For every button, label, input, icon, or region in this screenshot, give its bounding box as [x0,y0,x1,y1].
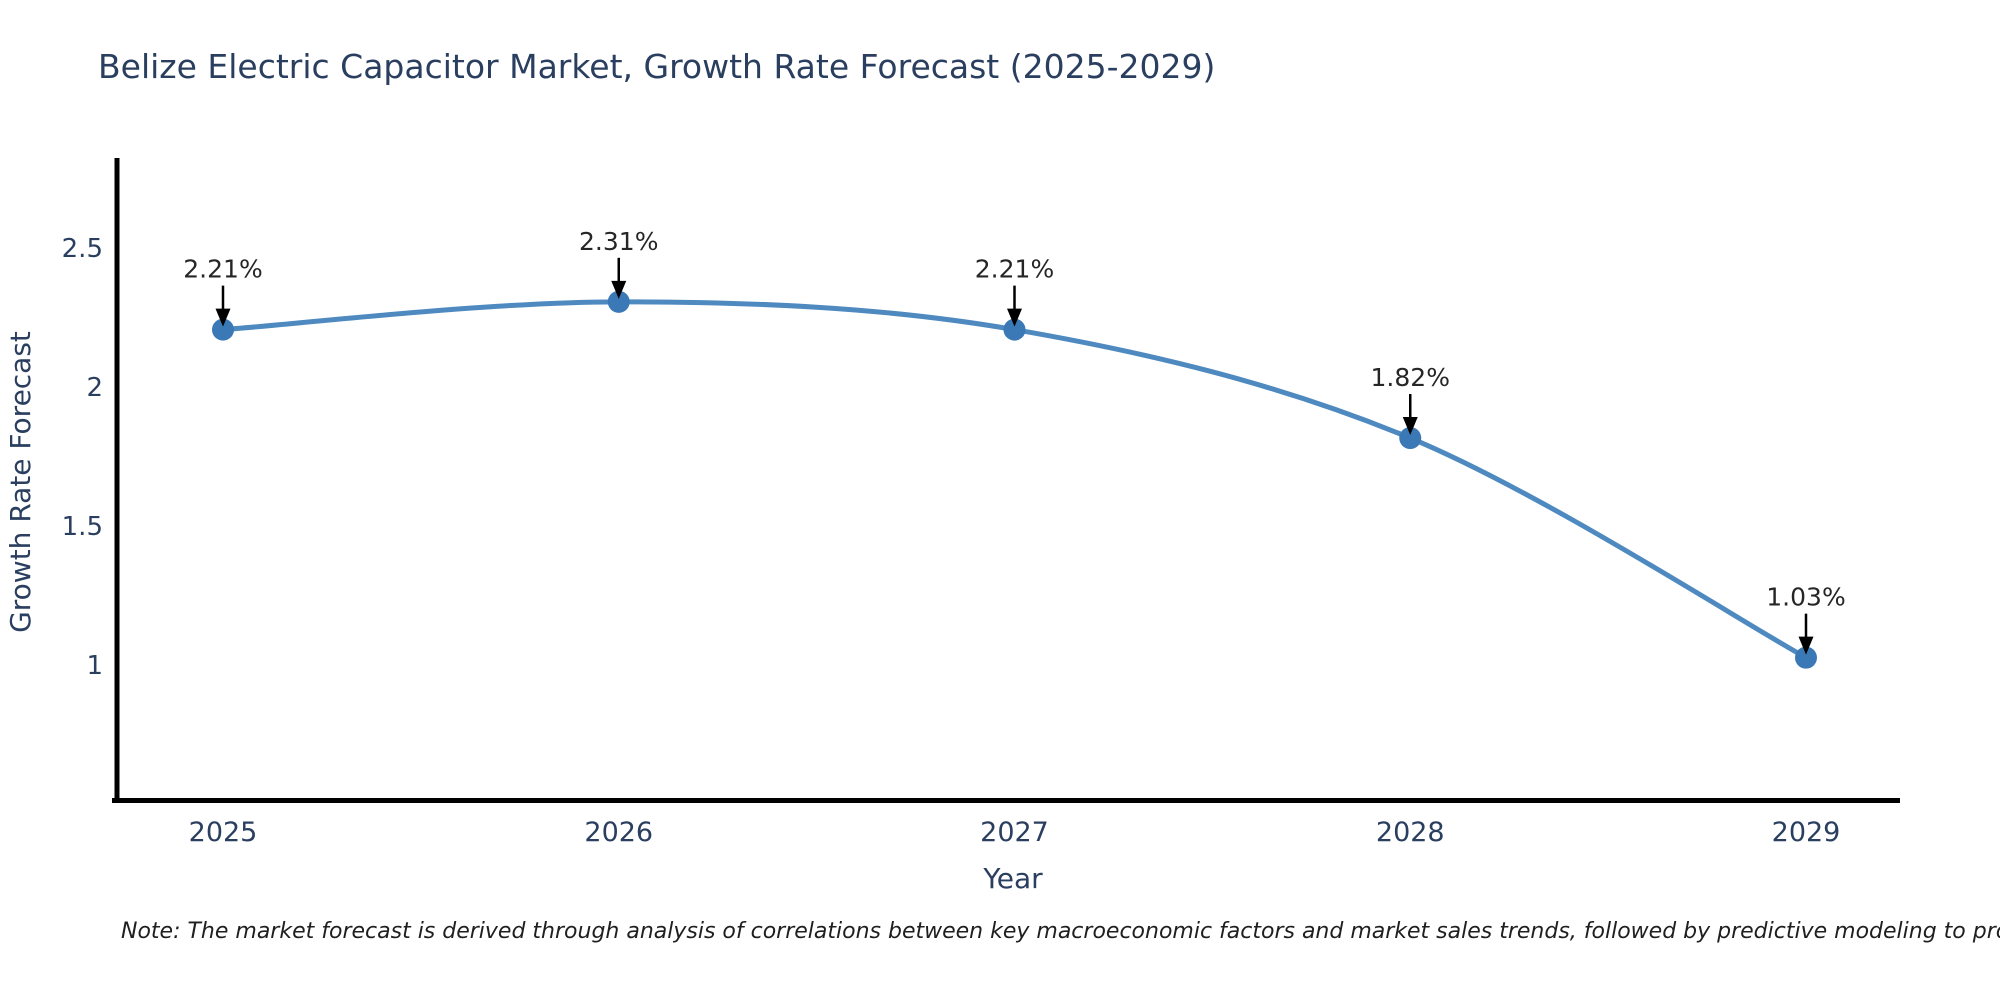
data-label-2027: 2.21% [975,255,1054,284]
annotation-arrowhead-icon-2026 [611,280,627,299]
y-axis-title: Growth Rate Forecast [4,331,37,633]
annotation-arrowhead-icon-2025 [215,308,231,327]
annotation-arrowhead-icon-2028 [1402,417,1418,436]
x-tick-label-2025: 2025 [189,817,258,848]
x-tick-label-2027: 2027 [980,817,1049,848]
x-tick-label-2028: 2028 [1376,817,1445,848]
data-label-2026: 2.31% [579,227,658,256]
annotation-arrowhead-icon-2029 [1798,636,1814,655]
data-point-2026[interactable] [607,290,630,313]
data-label-2028: 1.82% [1371,363,1450,392]
annotation-arrowhead-icon-2027 [1007,308,1022,327]
trend-line [220,299,1809,661]
data-label-2029: 1.03% [1766,583,1845,612]
y-tick-label-1: 1 [86,651,103,681]
x-tick-label-2026: 2026 [584,817,653,848]
data-point-2027[interactable] [1003,318,1026,341]
data-point-2028[interactable] [1399,427,1422,450]
chart-title: Belize Electric Capacitor Market, Growth… [98,47,1216,86]
y-tick-label-2: 2 [86,373,103,403]
data-label-2025: 2.21% [183,255,262,284]
footnote: Note: The market forecast is derived thr… [121,919,2000,944]
data-point-2029[interactable] [1795,646,1817,669]
y-tick-label-2.5: 2.5 [62,234,103,264]
x-axis-title: Year [982,862,1043,895]
x-tick-label-2029: 2029 [1772,817,1841,848]
y-tick-label-1.5: 1.5 [62,512,103,542]
data-point-2025[interactable] [212,318,234,341]
